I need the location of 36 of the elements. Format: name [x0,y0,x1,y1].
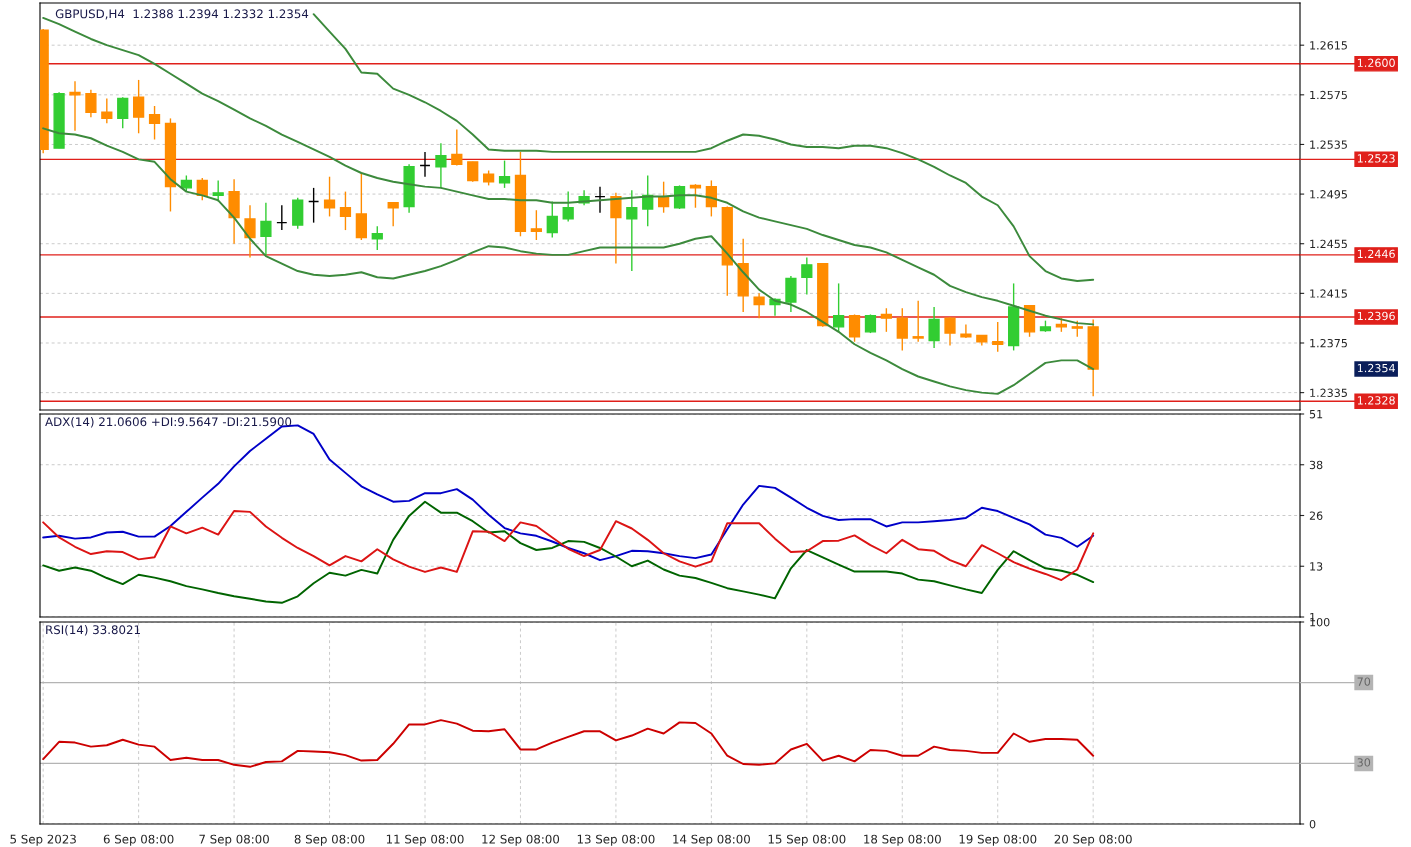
ref-line-label: 70 [1357,677,1371,686]
x-tick-label: 15 Sep 08:00 [768,834,846,846]
y-tick-label: 1.2575 [1310,90,1347,100]
y-tick-label: 1.2615 [1310,41,1347,50]
ref-line-label: 1.2600 [1357,58,1395,68]
x-tick-label: 7 Sep 08:00 [199,834,269,846]
x-tick-label: 19 Sep 08:00 [959,834,1037,846]
y-tick-label: 38 [1309,460,1323,470]
chart-title: GBPUSD,H4 1.2388 1.2394 1.2332 1.2354 [55,9,309,20]
x-tick-label: 8 Sep 08:00 [294,834,365,846]
ref-line-label: 1.2328 [1357,396,1395,405]
chart-title: RSI(14) 33.8021 [46,625,140,636]
y-tick-label: 1.2455 [1310,239,1347,249]
y-tick-label: 1.2535 [1310,140,1347,149]
y-tick-label: 0 [1309,819,1316,829]
text: 1.2354 [1357,363,1395,373]
y-tick-label: 51 [1309,410,1323,419]
x-tick-label: 14 Sep 08:00 [673,834,750,846]
x-tick-label: 20 Sep 08:00 [1054,834,1132,846]
ref-line-label: 1.2446 [1357,249,1395,259]
ref-line-label: 30 [1357,758,1371,767]
x-tick-label: 5 Sep 2023 [10,834,76,846]
x-tick-label: 12 Sep 08:00 [482,834,560,846]
y-tick-label: 1.2495 [1310,190,1347,199]
x-tick-label: 6 Sep 08:00 [103,834,174,846]
x-tick-label: 11 Sep 08:00 [386,834,464,846]
y-tick-label: 26 [1309,511,1323,520]
y-tick-label: 1.2335 [1310,388,1347,398]
ref-line-label: 1.2396 [1357,311,1395,321]
y-tick-label: 1.2415 [1310,289,1347,298]
chart-title: ADX(14) 21.0606 +DI:9.5647 -DI:21.5900 [45,417,292,428]
y-tick-label: 1.2375 [1310,338,1347,348]
x-tick-label: 13 Sep 08:00 [577,834,655,846]
ref-line-label: 1.2523 [1357,154,1395,163]
x-tick-label: 18 Sep 08:00 [864,834,941,846]
y-tick-label: 13 [1310,562,1323,571]
